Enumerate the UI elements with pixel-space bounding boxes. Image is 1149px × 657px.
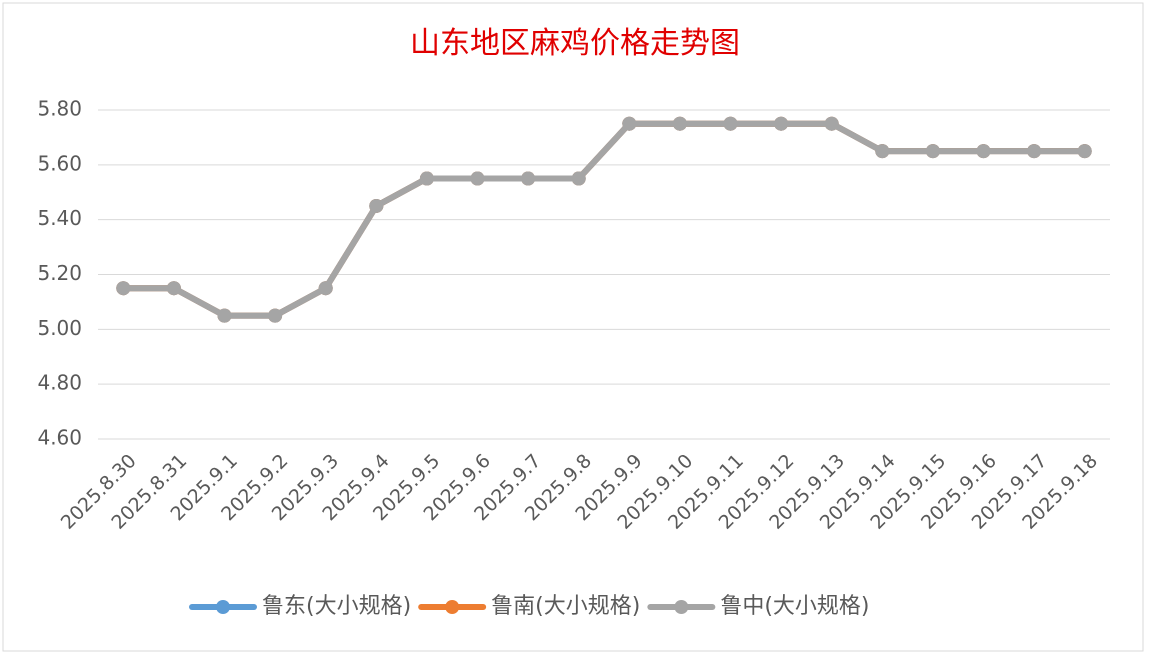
point xyxy=(318,281,333,296)
legend-label: 鲁中(大小规格) xyxy=(720,594,869,619)
line xyxy=(123,120,1085,319)
point xyxy=(824,116,839,131)
point xyxy=(369,198,384,213)
point xyxy=(774,116,789,131)
point xyxy=(1077,144,1092,159)
point xyxy=(976,144,991,159)
legend-marker xyxy=(674,600,689,614)
point xyxy=(925,144,940,159)
point xyxy=(116,281,131,296)
point xyxy=(470,171,485,186)
point xyxy=(571,171,586,186)
y-tick-label: 5.60 xyxy=(37,151,82,175)
point xyxy=(622,116,637,131)
y-tick-label: 4.60 xyxy=(37,426,82,450)
point xyxy=(419,171,434,186)
point xyxy=(166,281,181,296)
y-tick-label: 5.80 xyxy=(37,97,82,121)
legend-label: 鲁东(大小规格) xyxy=(262,594,411,619)
y-tick-label: 5.00 xyxy=(37,316,82,340)
point xyxy=(875,144,890,159)
point xyxy=(723,116,738,131)
legend-marker xyxy=(216,600,230,614)
chart-title: 山东地区麻鸡价格走势图 xyxy=(410,26,740,61)
y-tick-label: 5.40 xyxy=(37,206,82,230)
point xyxy=(672,116,687,131)
legend-marker xyxy=(445,600,460,614)
y-tick-label: 5.20 xyxy=(37,261,82,285)
point xyxy=(268,308,283,323)
legend-label: 鲁南(大小规格) xyxy=(491,594,640,619)
point xyxy=(521,171,536,186)
y-tick-label: 4.80 xyxy=(37,371,82,395)
point xyxy=(217,308,232,323)
point xyxy=(1027,144,1042,159)
